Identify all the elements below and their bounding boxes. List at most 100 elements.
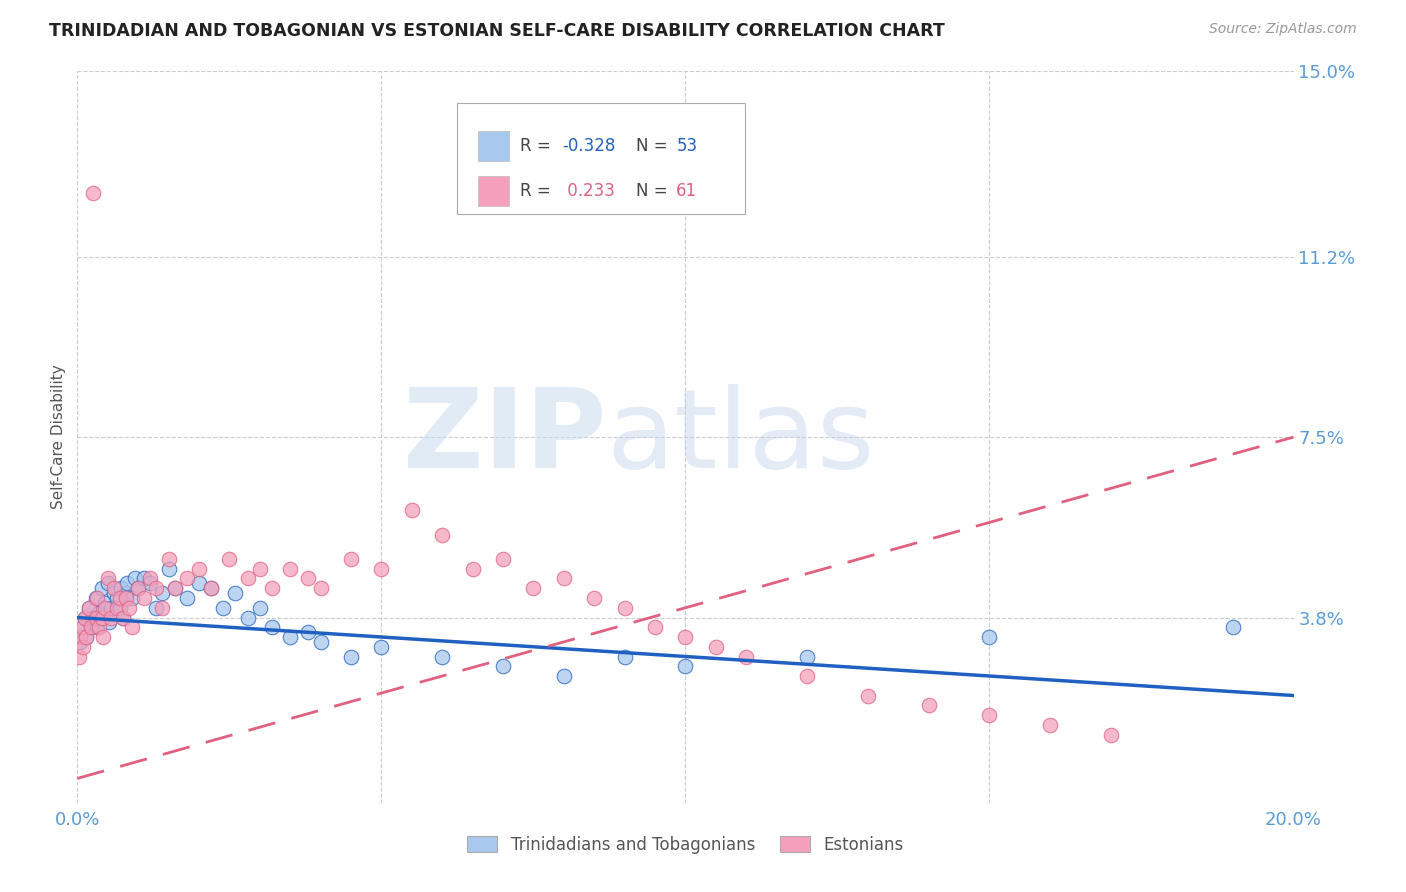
Point — [97, 615, 120, 630]
Point — [127, 581, 149, 595]
Point — [522, 581, 544, 595]
Point — [856, 689, 879, 703]
Point — [118, 600, 141, 615]
Point — [145, 581, 167, 595]
Point — [613, 600, 636, 615]
Text: R =: R = — [520, 182, 557, 200]
Point — [309, 635, 332, 649]
Point — [218, 552, 240, 566]
Point — [72, 620, 94, 634]
Point — [260, 581, 283, 595]
Point — [340, 552, 363, 566]
Point — [127, 581, 149, 595]
Point — [84, 610, 107, 624]
Point — [200, 581, 222, 595]
Point — [67, 649, 90, 664]
Point — [111, 610, 134, 624]
Point — [224, 586, 246, 600]
Point — [69, 630, 91, 644]
Point — [297, 625, 319, 640]
Point — [260, 620, 283, 634]
Point — [93, 596, 115, 610]
Point — [163, 581, 186, 595]
Point — [200, 581, 222, 595]
Point — [97, 576, 120, 591]
Point — [430, 527, 453, 541]
Point — [152, 600, 174, 615]
Text: N =: N = — [636, 137, 672, 155]
Point — [82, 186, 104, 201]
Point — [91, 630, 114, 644]
Point — [90, 581, 112, 595]
Point — [80, 620, 103, 634]
Point — [111, 610, 134, 624]
Text: ZIP: ZIP — [404, 384, 606, 491]
Text: R =: R = — [520, 137, 557, 155]
Text: TRINIDADIAN AND TOBAGONIAN VS ESTONIAN SELF-CARE DISABILITY CORRELATION CHART: TRINIDADIAN AND TOBAGONIAN VS ESTONIAN S… — [49, 22, 945, 40]
Point — [157, 552, 180, 566]
Point — [84, 591, 107, 605]
Y-axis label: Self-Care Disability: Self-Care Disability — [51, 365, 66, 509]
Point — [492, 552, 515, 566]
Point — [70, 620, 93, 634]
Point — [145, 600, 167, 615]
Point — [553, 669, 575, 683]
Point — [115, 591, 138, 605]
Point — [401, 503, 423, 517]
Text: N =: N = — [636, 182, 672, 200]
Point — [157, 562, 180, 576]
Point — [100, 600, 122, 615]
Point — [370, 562, 392, 576]
Point — [108, 600, 131, 615]
Point — [644, 620, 666, 634]
Point — [188, 576, 211, 591]
Point — [675, 630, 697, 644]
Point — [613, 649, 636, 664]
Text: 53: 53 — [676, 137, 697, 155]
Point — [236, 572, 259, 586]
Point — [91, 610, 114, 624]
Point — [75, 630, 97, 644]
Point — [100, 610, 122, 624]
Point — [430, 649, 453, 664]
Point — [105, 591, 128, 605]
Point — [212, 600, 235, 615]
Text: atlas: atlas — [606, 384, 875, 491]
Point — [110, 581, 132, 595]
Point — [796, 669, 818, 683]
Point — [121, 620, 143, 634]
Text: 0.233: 0.233 — [562, 182, 616, 200]
Point — [188, 562, 211, 576]
Point — [80, 620, 103, 634]
Point — [108, 591, 131, 605]
Point — [97, 572, 120, 586]
Point — [105, 600, 128, 615]
Point — [979, 708, 1001, 723]
Point — [87, 606, 110, 620]
Point — [249, 600, 271, 615]
Text: Source: ZipAtlas.com: Source: ZipAtlas.com — [1209, 22, 1357, 37]
Point — [73, 610, 96, 624]
Point — [492, 659, 515, 673]
Point — [75, 630, 97, 644]
Point — [249, 562, 271, 576]
Point — [297, 572, 319, 586]
Point — [370, 640, 392, 654]
Point — [176, 572, 198, 586]
Point — [675, 659, 697, 673]
Point — [176, 591, 198, 605]
Point — [163, 581, 186, 595]
Point — [86, 620, 108, 634]
Point — [139, 572, 162, 586]
Point — [103, 586, 125, 600]
Point — [86, 591, 108, 605]
Text: 61: 61 — [676, 182, 697, 200]
Point — [553, 572, 575, 586]
Point — [121, 591, 143, 605]
Point — [979, 630, 1001, 644]
Point — [73, 610, 96, 624]
Point — [704, 640, 727, 654]
Point — [79, 600, 101, 615]
Point — [139, 576, 162, 591]
Point — [72, 640, 94, 654]
